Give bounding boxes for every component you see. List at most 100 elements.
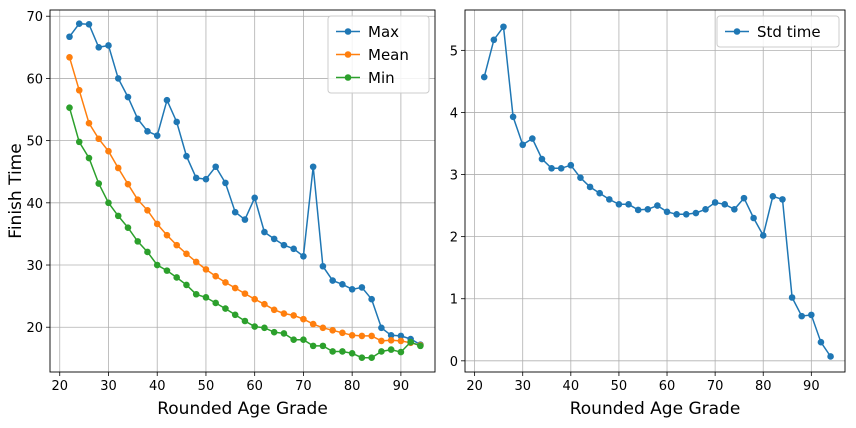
data-point-min — [339, 348, 346, 355]
data-point-std-time — [500, 23, 507, 31]
x-axis-label: Rounded Age Grade — [570, 399, 741, 419]
data-point-mean — [329, 327, 336, 334]
data-point-mean — [95, 135, 103, 143]
data-point-mean — [261, 300, 268, 308]
data-point-mean — [231, 284, 239, 292]
data-point-min — [368, 354, 375, 361]
x-tick-label: 50 — [611, 379, 628, 394]
data-point-mean — [114, 164, 122, 172]
data-point-max — [163, 96, 171, 104]
data-point-mean — [358, 332, 366, 340]
data-point-min — [417, 342, 424, 350]
x-tick-label: 60 — [659, 379, 676, 394]
legend-box — [327, 15, 430, 94]
data-point-std-time — [769, 192, 777, 200]
data-point-std-time — [663, 208, 671, 216]
data-point-max — [309, 163, 317, 171]
data-point-min — [290, 336, 297, 343]
data-point-mean — [339, 329, 346, 337]
data-point-max — [329, 277, 336, 284]
data-point-min — [222, 305, 229, 312]
data-point-mean — [368, 332, 375, 340]
x-tick-label: 80 — [344, 379, 361, 394]
x-tick-label: 30 — [514, 379, 531, 394]
data-point-std-time — [692, 209, 700, 217]
data-point-mean — [66, 53, 73, 61]
data-point-std-time — [634, 206, 642, 214]
data-point-std-time — [750, 214, 757, 222]
data-point-mean — [202, 266, 210, 273]
data-point-std-time — [586, 183, 594, 191]
data-point-max — [183, 152, 190, 160]
data-point-min — [270, 328, 278, 336]
legend-box — [716, 15, 840, 48]
legend-label-max: Max — [368, 23, 399, 41]
data-point-std-time — [548, 165, 555, 172]
data-point-std-time — [779, 196, 786, 203]
y-tick-label: 70 — [26, 10, 43, 25]
y-tick-label: 0 — [450, 355, 458, 370]
data-point-std-time — [625, 201, 632, 208]
data-point-min — [251, 323, 258, 330]
data-point-mean — [163, 231, 171, 239]
data-point-mean — [222, 279, 229, 286]
data-point-mean — [251, 295, 258, 303]
data-point-mean — [348, 332, 356, 339]
data-point-max — [270, 235, 278, 243]
data-point-max — [124, 93, 132, 101]
data-point-std-time — [682, 210, 690, 218]
data-point-std-time — [827, 353, 834, 360]
x-tick-label: 80 — [755, 379, 772, 394]
y-tick-label: 1 — [450, 293, 458, 308]
data-point-max — [231, 208, 239, 216]
data-point-max — [192, 174, 200, 182]
data-point-max — [114, 75, 122, 82]
data-point-mean — [183, 250, 190, 258]
data-point-mean — [290, 312, 297, 319]
x-tick-label: 40 — [563, 379, 580, 394]
data-point-std-time — [721, 201, 729, 208]
data-point-max — [290, 245, 297, 253]
data-point-std-time — [654, 202, 661, 209]
data-point-min — [241, 317, 249, 325]
data-point-std-time — [577, 174, 584, 181]
data-point-std-time — [567, 161, 575, 169]
data-point-min — [66, 104, 73, 111]
data-point-mean — [144, 206, 151, 214]
data-point-max — [348, 285, 356, 293]
data-point-max — [66, 33, 73, 41]
data-point-min — [319, 342, 327, 350]
data-point-max — [134, 115, 142, 123]
x-tick-label: 20 — [51, 379, 68, 394]
data-point-max — [75, 20, 83, 27]
data-point-max — [378, 324, 385, 332]
plot-frame — [464, 9, 846, 373]
data-point-min — [173, 274, 181, 281]
data-point-max — [202, 175, 210, 183]
x-tick-label: 20 — [466, 379, 483, 394]
data-point-min — [134, 238, 142, 245]
x-tick-label: 40 — [149, 379, 166, 394]
data-point-std-time — [759, 232, 767, 239]
data-point-min — [300, 336, 307, 343]
data-point-max — [95, 44, 103, 51]
data-point-std-time — [509, 113, 517, 121]
y-tick-label: 40 — [26, 197, 43, 212]
data-point-max — [261, 228, 268, 236]
data-point-std-time — [538, 155, 546, 163]
x-axis-label: Rounded Age Grade — [157, 399, 328, 419]
data-point-min — [163, 267, 171, 274]
x-tick-label: 30 — [100, 379, 117, 394]
data-point-std-time — [702, 206, 709, 213]
data-point-mean — [192, 258, 200, 266]
data-point-std-time — [644, 206, 652, 213]
legend-label-mean: Mean — [368, 46, 409, 64]
data-point-max — [85, 21, 93, 28]
data-point-std-time — [673, 210, 680, 218]
data-point-mean — [387, 336, 395, 344]
data-point-max — [153, 132, 161, 139]
data-point-min — [261, 324, 268, 332]
y-tick-label: 2 — [450, 231, 458, 246]
data-point-mean — [309, 320, 317, 328]
data-point-mean — [319, 324, 327, 332]
